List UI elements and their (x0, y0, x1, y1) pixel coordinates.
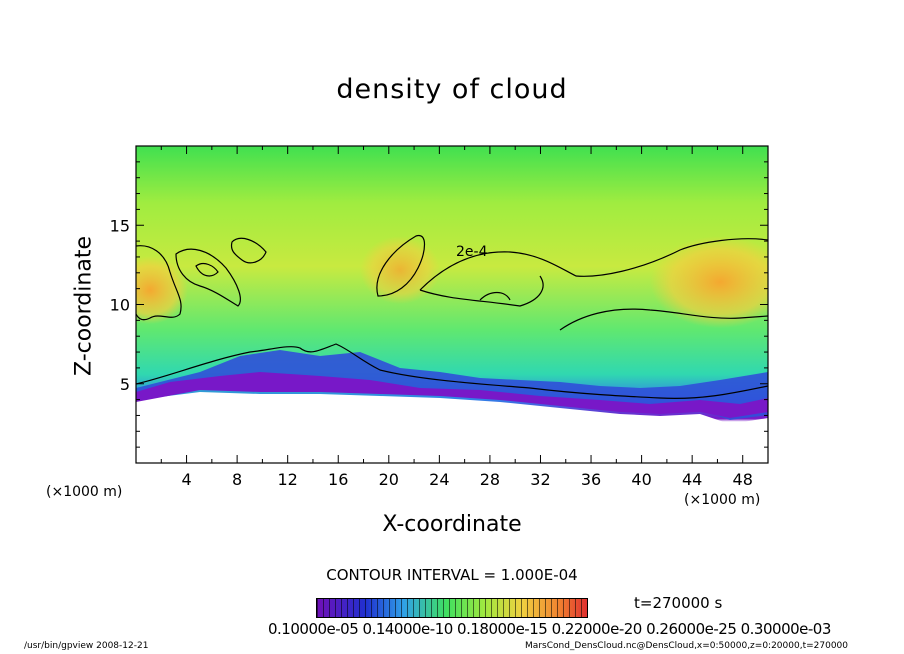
colorbar (316, 598, 588, 618)
x-axis-unit-left: (×1000 m) (46, 484, 123, 500)
y-tick-label: 15 (110, 216, 130, 235)
x-tick-label: 16 (328, 470, 348, 489)
colorbar-tick-labels: 0.10000e-05 0.14000e-10 0.18000e-15 0.22… (268, 620, 831, 638)
x-tick-label: 28 (480, 470, 500, 489)
y-tick-label: 10 (110, 296, 130, 315)
x-axis-label: X-coordinate (382, 512, 522, 537)
footer-source: MarsCond_DensCloud.nc@DensCloud,x=0:5000… (525, 641, 848, 651)
x-tick-label: 48 (733, 470, 753, 489)
x-tick-label: 24 (429, 470, 449, 489)
contour-label: 2e-4 (456, 244, 488, 260)
x-tick-label: 8 (232, 470, 242, 489)
y-tick-label: 5 (120, 375, 130, 394)
contour-lines (136, 234, 768, 399)
heatmap-field (136, 146, 768, 463)
x-tick-label: 40 (631, 470, 651, 489)
time-label: t=270000 s (634, 594, 723, 612)
x-tick-label: 36 (581, 470, 601, 489)
footer-program: /usr/bin/gpview 2008-12-21 (24, 641, 149, 651)
x-tick-label: 20 (379, 470, 399, 489)
x-tick-label: 12 (278, 470, 298, 489)
chart-title: density of cloud (336, 74, 568, 105)
x-tick-label: 4 (181, 470, 191, 489)
contour-interval-text: CONTOUR INTERVAL = 1.000E-04 (326, 566, 578, 584)
x-tick-label: 44 (682, 470, 702, 489)
y-axis-label: Z-coordinate (71, 236, 97, 376)
x-tick-label: 32 (530, 470, 550, 489)
x-axis-unit-right: (×1000 m) (684, 492, 761, 508)
axis-ticks (136, 146, 768, 463)
